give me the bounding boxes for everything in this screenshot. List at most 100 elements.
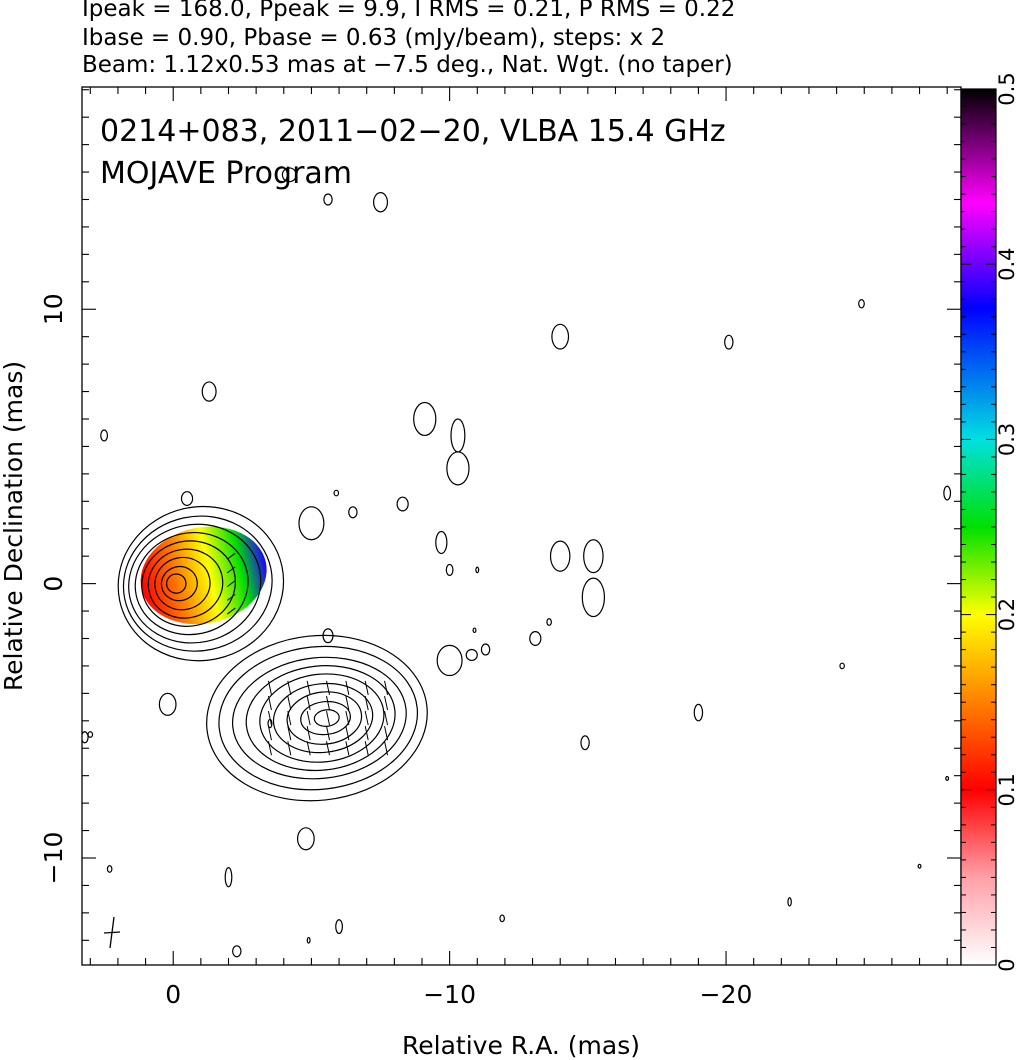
evpa-stick	[287, 680, 292, 695]
evpa-stick	[384, 695, 389, 711]
colorbar	[960, 88, 997, 966]
evpa-stick	[267, 726, 272, 741]
evpa-stick	[287, 741, 292, 756]
colorbar-ticks	[961, 88, 996, 966]
core-contour	[122, 515, 273, 652]
y-tick-label: 10	[39, 293, 68, 325]
evpa-stick	[384, 680, 389, 695]
evpa-stick	[345, 695, 350, 711]
noise-contour	[858, 299, 865, 309]
noise-contour	[224, 866, 233, 888]
evpa-stick	[306, 710, 311, 726]
jet-contour	[218, 645, 419, 791]
noise-contour	[106, 865, 113, 873]
noise-contour	[100, 429, 109, 442]
x-tick-label: −20	[700, 980, 753, 1009]
evpa-stick	[226, 580, 236, 588]
jet-contour	[206, 634, 428, 802]
colorbar-labels: 0 0.1 0.2 0.3 0.4 0.5	[995, 72, 1019, 971]
evpa-stick	[384, 710, 389, 726]
evpa-stick	[306, 726, 311, 741]
noise-contour	[583, 539, 604, 574]
noise-contour	[446, 451, 470, 486]
noise-contour	[445, 563, 454, 576]
noise-contour	[551, 323, 570, 350]
noise-contour	[581, 577, 606, 618]
core-contour	[134, 531, 249, 636]
noise-contour	[529, 631, 542, 646]
noise-contour	[450, 418, 466, 453]
evpa-stick	[306, 680, 311, 695]
core-contour	[154, 556, 211, 611]
jet-contour	[300, 700, 351, 736]
colorbar-label: 0	[995, 958, 1019, 971]
evpa-stick	[345, 726, 350, 741]
evpa-stick	[364, 726, 369, 741]
noise-contour	[546, 618, 552, 626]
plot-area	[82, 167, 952, 958]
evpa-stick	[326, 710, 330, 726]
noise-contour	[480, 643, 491, 656]
core-contour	[141, 540, 236, 627]
noise-contour	[472, 627, 477, 634]
evpa-stick	[345, 680, 350, 695]
core-contour	[147, 548, 224, 619]
beam-marker	[103, 916, 121, 949]
y-tick-label: 0	[39, 576, 68, 592]
noise-contour	[693, 703, 704, 722]
noise-contour	[323, 193, 333, 206]
noise-contour	[396, 496, 409, 512]
jet-contour	[231, 656, 407, 780]
plot-subtitle: MOJAVE Program	[100, 156, 352, 191]
noise-contour	[335, 919, 343, 935]
x-tick-label: −10	[423, 980, 476, 1009]
y-axis-label: Relative Declination (mas)	[0, 361, 28, 691]
evpa-stick	[326, 695, 330, 711]
core-contour	[128, 523, 262, 644]
evpa-stick	[287, 695, 292, 711]
noise-contour	[158, 692, 177, 716]
tick-labels: 0 −10 −20 10 0 −10	[39, 293, 752, 1009]
colorbar-label: 0.5	[995, 72, 1019, 105]
colorbar-label: 0.1	[995, 773, 1019, 806]
noise-contour	[413, 401, 437, 437]
evpa-stick	[364, 741, 369, 756]
noise-contour	[945, 775, 950, 781]
noise-contour	[281, 167, 297, 183]
evpa-stick	[364, 695, 369, 711]
noise-contour	[787, 897, 792, 907]
noise-contour	[322, 628, 334, 644]
core-contour	[166, 573, 187, 594]
noise-contour	[943, 485, 952, 501]
evpa-stick	[226, 552, 236, 560]
noise-contour	[333, 489, 340, 497]
jet-contour	[286, 691, 363, 745]
noise-contour	[580, 735, 590, 751]
noise-contour	[499, 914, 505, 923]
noise-contour	[436, 644, 463, 677]
core-contour	[160, 565, 198, 602]
x-axis-label: Relative R.A. (mas)	[402, 1031, 640, 1060]
noise-contour	[435, 530, 448, 555]
core-contour	[117, 505, 285, 662]
evpa-stick	[326, 726, 330, 741]
evpa-stick	[226, 607, 236, 615]
evpa-stick	[326, 680, 330, 695]
noise-contour	[180, 491, 194, 507]
noise-contour	[201, 381, 217, 402]
colorbar-label: 0.2	[995, 598, 1019, 631]
noise-contour	[232, 945, 242, 958]
plot-title: 0214+083, 2011−02−20, VLBA 15.4 GHz	[100, 114, 726, 149]
colorbar-label: 0.4	[995, 247, 1019, 280]
jet-contour	[313, 709, 340, 727]
noise-contour	[373, 192, 389, 213]
evpa-stick	[345, 710, 350, 726]
y-tick-label: −10	[39, 832, 68, 885]
header-beam: Beam: 1.12x0.53 mas at −7.5 deg., Nat. W…	[82, 52, 733, 78]
noise-contour	[348, 506, 358, 519]
evpa-stick	[364, 710, 369, 726]
evpa-stick	[267, 741, 272, 756]
evpa-stick	[267, 710, 272, 726]
noise-contour	[82, 731, 89, 744]
